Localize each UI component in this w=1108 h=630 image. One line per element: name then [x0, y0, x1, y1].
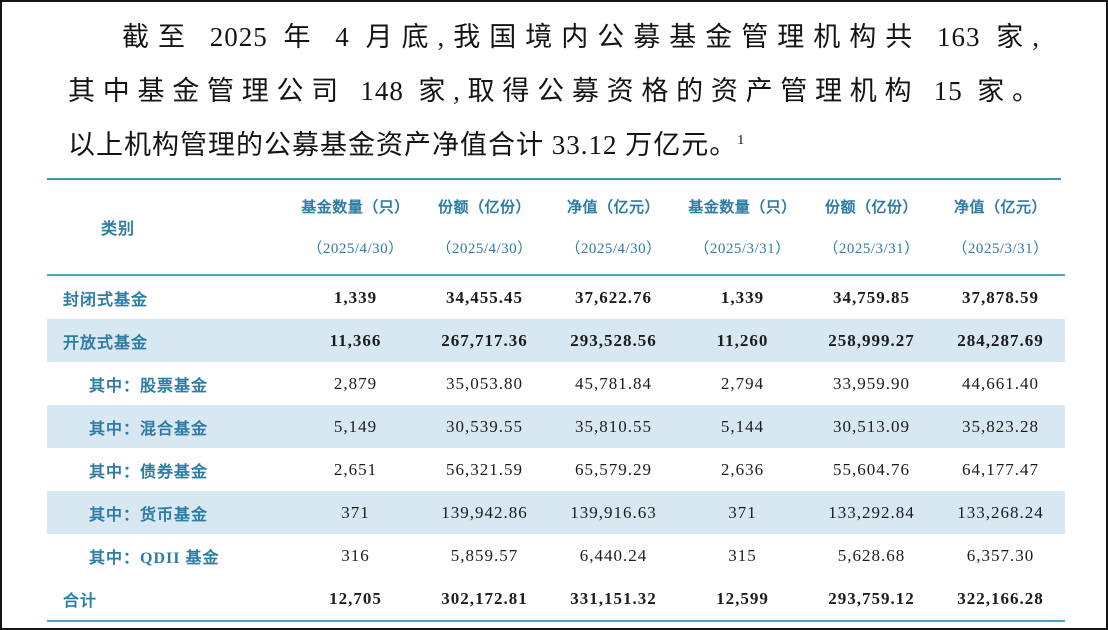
column-header: 份额（亿份） （2025/4/30）: [420, 180, 549, 276]
paragraph-line-1: 截至 2025 年 4 月底,我国境内公募基金管理机构共 163 家,: [122, 22, 1040, 52]
cell-value: 37,622.76: [575, 287, 652, 307]
cell-value: 34,455.45: [446, 287, 523, 307]
column-title: 净值（亿元）: [953, 200, 1047, 216]
table-header: 类别 基金数量（只） （2025/4/30） 份额（亿份） （2025/4/30） 净值…: [47, 180, 1065, 276]
column-header: 份额（亿份） （2025/3/31）: [807, 180, 936, 276]
cell-value: 35,823.28: [962, 416, 1039, 436]
table-row: 其中：混合基金 5,149 30,539.55 35,810.55 5,144 30,51…: [47, 405, 1065, 448]
column-header: 基金数量（只） （2025/3/31）: [678, 180, 807, 276]
row-label: 合计: [47, 577, 291, 622]
cell-value: 139,942.86: [441, 502, 528, 522]
cell-value: 11,366: [329, 330, 382, 350]
column-date: （2025/3/31）: [952, 241, 1049, 257]
cell-value: 139,916.63: [570, 502, 657, 522]
cell-value: 65,579.29: [575, 459, 652, 479]
column-date: （2025/3/31）: [694, 241, 791, 257]
cell-value: 30,513.09: [833, 416, 910, 436]
table-row: 其中：货币基金 371 139,942.86 139,916.63 371 133,292…: [47, 491, 1065, 534]
cell-value: 6,440.24: [579, 545, 648, 565]
cell-value: 35,053.80: [446, 373, 523, 393]
table-header-row: 类别 基金数量（只） （2025/4/30） 份额（亿份） （2025/4/30） 净值…: [47, 180, 1065, 276]
row-label: 其中：混合基金: [89, 420, 209, 438]
cell-value: 371: [341, 502, 370, 522]
table-top-rule: [47, 178, 1061, 180]
cell-value: 284,287.69: [957, 330, 1044, 350]
column-date: （2025/4/30）: [307, 241, 404, 257]
footnote-marker: 1: [737, 133, 746, 148]
paragraph-line-3: 以上机构管理的公募基金资产净值合计 33.12 万亿元。1: [68, 118, 1040, 172]
table-row: 合计 12,705 302,172.81 331,151.32 12,599 293,75…: [47, 577, 1065, 622]
cell-value: 267,717.36: [441, 330, 528, 350]
cell-value: 293,759.12: [807, 577, 936, 622]
cell-value: 30,539.55: [446, 416, 523, 436]
fund-statistics-table: 类别 基金数量（只） （2025/4/30） 份额（亿份） （2025/4/30） 净值…: [47, 180, 1065, 622]
cell-value: 133,292.84: [828, 502, 915, 522]
cell-value: 37,878.59: [962, 287, 1039, 307]
cell-value: 34,759.85: [833, 287, 910, 307]
paragraph-line-3-text: 以上机构管理的公募基金资产净值合计 33.12 万亿元。: [68, 130, 738, 160]
cell-value: 2,794: [720, 373, 765, 393]
table-row: 其中：债券基金 2,651 56,321.59 65,579.29 2,636 55,60…: [47, 448, 1065, 491]
cell-value: 133,268.24: [957, 502, 1044, 522]
header-category: 类别: [47, 180, 291, 276]
cell-value: 1,339: [333, 287, 378, 307]
table-row: 封闭式基金 1,339 34,455.45 37,622.76 1,339 34,759.…: [47, 275, 1065, 319]
paragraph-line-2: 其中基金管理公司 148 家,取得公募资格的资产管理机构 15 家。: [68, 76, 1040, 106]
column-title: 基金数量（只）: [688, 200, 797, 216]
cell-value: 5,144: [720, 416, 765, 436]
column-date: （2025/4/30）: [565, 241, 662, 257]
cell-value: 55,604.76: [833, 459, 910, 479]
cell-value: 56,321.59: [446, 459, 523, 479]
column-date: （2025/4/30）: [436, 241, 533, 257]
cell-value: 316: [341, 545, 370, 565]
cell-value: 315: [728, 545, 757, 565]
table-row: 其中：QDII 基金 316 5,859.57 6,440.24 315 5,628.68…: [47, 534, 1065, 577]
column-date: （2025/3/31）: [823, 241, 920, 257]
column-header: 净值（亿元） （2025/4/30）: [549, 180, 678, 276]
cell-value: 6,357.30: [966, 545, 1035, 565]
column-header: 净值（亿元） （2025/3/31）: [936, 180, 1065, 276]
column-title: 净值（亿元）: [566, 200, 660, 216]
column-title: 基金数量（只）: [301, 200, 410, 216]
cell-value: 2,651: [333, 459, 378, 479]
cell-value: 33,959.90: [833, 373, 910, 393]
cell-value: 1,339: [720, 287, 765, 307]
row-label: 封闭式基金: [63, 291, 149, 309]
cell-value: 44,661.40: [962, 373, 1039, 393]
cell-value: 302,172.81: [420, 577, 549, 622]
cell-value: 331,151.32: [549, 577, 678, 622]
row-label: 其中：QDII 基金: [89, 549, 220, 567]
intro-paragraph: 截至 2025 年 4 月底,我国境内公募基金管理机构共 163 家, 其中基金…: [2, 2, 1106, 172]
cell-value: 2,636: [720, 459, 765, 479]
table-row: 开放式基金 11,366 267,717.36 293,528.56 11,260 258…: [47, 319, 1065, 362]
row-label: 其中：股票基金: [89, 377, 209, 395]
row-label: 其中：债券基金: [89, 463, 209, 481]
cell-value: 293,528.56: [570, 330, 657, 350]
column-title: 份额（亿份）: [824, 200, 918, 216]
table-body: 封闭式基金 1,339 34,455.45 37,622.76 1,339 34,759.…: [47, 275, 1065, 622]
cell-value: 12,705: [291, 577, 420, 622]
table-row: 其中：股票基金 2,879 35,053.80 45,781.84 2,794 33,95…: [47, 362, 1065, 405]
cell-value: 258,999.27: [828, 330, 915, 350]
cell-value: 12,599: [678, 577, 807, 622]
column-title: 份额（亿份）: [437, 200, 531, 216]
cell-value: 371: [728, 502, 757, 522]
cell-value: 5,149: [333, 416, 378, 436]
row-label: 其中：货币基金: [89, 506, 209, 524]
cell-value: 2,879: [333, 373, 378, 393]
cell-value: 64,177.47: [962, 459, 1039, 479]
cell-value: 11,260: [716, 330, 769, 350]
row-label: 开放式基金: [63, 334, 149, 352]
column-header: 基金数量（只） （2025/4/30）: [291, 180, 420, 276]
cell-value: 45,781.84: [575, 373, 652, 393]
cell-value: 35,810.55: [575, 416, 652, 436]
cell-value: 5,628.68: [837, 545, 906, 565]
cell-value: 322,166.28: [936, 577, 1065, 622]
cell-value: 5,859.57: [450, 545, 519, 565]
